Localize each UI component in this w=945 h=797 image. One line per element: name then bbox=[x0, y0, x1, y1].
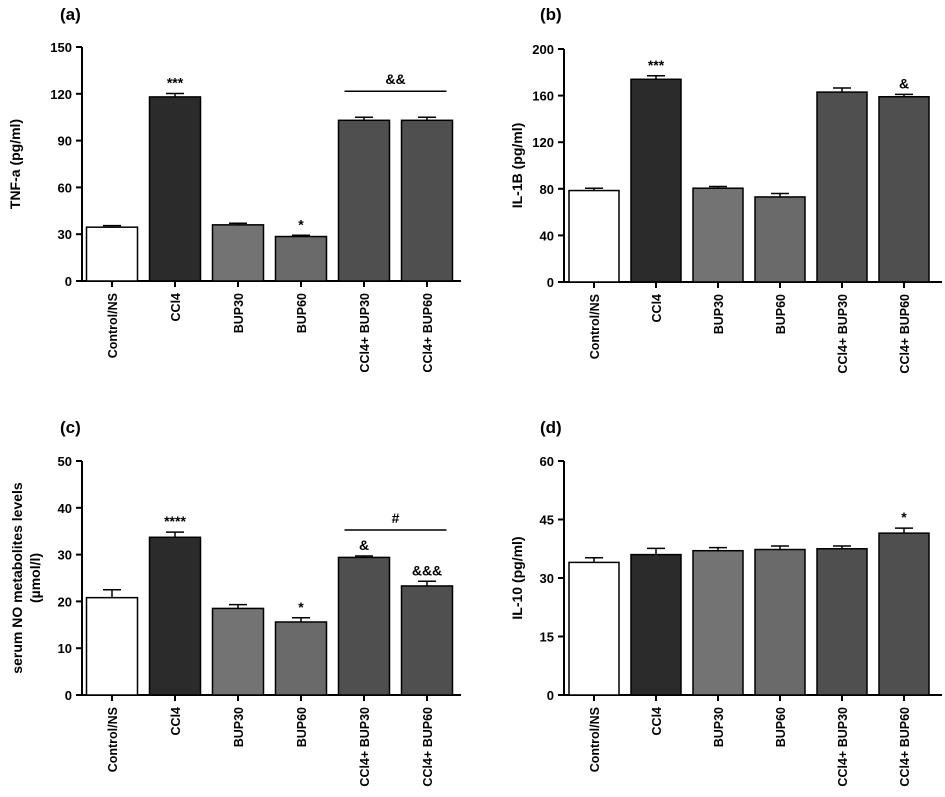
x-tick-label: BUP60 bbox=[774, 294, 788, 334]
bar bbox=[400, 119, 454, 282]
bar bbox=[148, 96, 202, 282]
y-tick-label: 45 bbox=[540, 513, 554, 528]
x-tick-label: CCl4+ BUP60 bbox=[898, 294, 912, 374]
bar bbox=[568, 561, 620, 696]
bar bbox=[211, 224, 265, 282]
y-tick-label: 120 bbox=[50, 87, 72, 102]
x-tick-label: CCl4+ BUP60 bbox=[898, 707, 912, 787]
significance-marker: **** bbox=[164, 513, 186, 529]
bar bbox=[754, 548, 806, 696]
significance-marker: & bbox=[899, 75, 909, 91]
bar bbox=[754, 196, 806, 283]
significance-marker: &&& bbox=[412, 562, 442, 578]
significance-marker: & bbox=[359, 537, 369, 553]
significance-marker: * bbox=[298, 216, 304, 232]
panel-label: (a) bbox=[60, 5, 81, 24]
y-tick-label: 20 bbox=[58, 594, 72, 609]
y-tick-label: 160 bbox=[532, 89, 554, 104]
chart-panel-a: (a) TNF-a (pg/ml) 0 30 60 90 120 150 Control/NS C… bbox=[7, 5, 461, 373]
y-axis-label: (µmol/l) bbox=[27, 553, 43, 603]
x-tick-label: Control/NS bbox=[106, 707, 120, 772]
x-tick-label: Control/NS bbox=[588, 294, 602, 359]
y-tick-label: 0 bbox=[547, 275, 554, 290]
x-tick-label: BUP30 bbox=[712, 294, 726, 334]
y-tick-label: 60 bbox=[540, 454, 554, 469]
y-tick-label: 120 bbox=[532, 135, 554, 150]
x-tick-label: CCl4+ BUP60 bbox=[421, 293, 435, 373]
panel-label: (b) bbox=[540, 5, 562, 24]
bar bbox=[692, 187, 744, 283]
y-tick-label: 0 bbox=[65, 274, 72, 289]
bar bbox=[211, 607, 265, 696]
bar bbox=[337, 119, 391, 282]
y-tick-label: 10 bbox=[58, 641, 72, 656]
bar bbox=[692, 549, 744, 696]
y-tick-label: 30 bbox=[540, 571, 554, 586]
chart-panel-b: (b) IL-1B (pg/ml) 0 40 80 120 160 200 Control/NS… bbox=[509, 5, 942, 374]
x-tick-label: BUP30 bbox=[232, 707, 246, 747]
x-tick-label: BUP30 bbox=[712, 707, 726, 747]
y-tick-label: 0 bbox=[65, 688, 72, 703]
y-tick-label: 90 bbox=[58, 134, 72, 149]
x-tick-label: CCl4+ BUP60 bbox=[421, 707, 435, 787]
bar bbox=[85, 226, 139, 282]
significance-marker: * bbox=[901, 509, 907, 525]
x-tick-label: CCl4+ BUP30 bbox=[836, 294, 850, 374]
y-tick-label: 80 bbox=[540, 182, 554, 197]
significance-marker: * bbox=[298, 599, 304, 615]
x-tick-label: BUP60 bbox=[295, 707, 309, 747]
chart-panel-d: (d) IL-10 (pg/ml) 0 15 30 45 60 Control/NS CCl4 B… bbox=[509, 418, 942, 787]
bar bbox=[630, 78, 682, 283]
bar bbox=[337, 556, 391, 696]
significance-marker: *** bbox=[167, 74, 184, 90]
y-tick-label: 0 bbox=[547, 688, 554, 703]
bar bbox=[816, 91, 868, 283]
y-axis-label: IL-10 (pg/ml) bbox=[509, 536, 525, 619]
y-axis-label: IL-1B (pg/ml) bbox=[509, 123, 525, 209]
y-tick-label: 30 bbox=[58, 227, 72, 242]
bar bbox=[630, 553, 682, 696]
bar bbox=[274, 235, 328, 282]
x-tick-label: CCl4+ BUP30 bbox=[358, 293, 372, 373]
x-tick-label: CCl4+ BUP30 bbox=[836, 707, 850, 787]
x-tick-label: BUP30 bbox=[232, 293, 246, 333]
y-tick-label: 200 bbox=[532, 42, 554, 57]
chart-panel-c: (c) serum NO metabolites levels (µmol/l) 0 1… bbox=[9, 418, 461, 787]
y-tick-label: 60 bbox=[58, 180, 72, 195]
bar bbox=[85, 596, 139, 696]
x-tick-label: CCl4 bbox=[169, 293, 183, 322]
panel-label: (d) bbox=[540, 418, 562, 437]
x-tick-label: CCl4 bbox=[169, 707, 183, 736]
y-tick-label: 40 bbox=[58, 501, 72, 516]
bar bbox=[878, 532, 930, 696]
bracket-marker: && bbox=[385, 71, 405, 87]
bar bbox=[148, 536, 202, 696]
bar bbox=[568, 189, 620, 283]
bar bbox=[816, 548, 868, 696]
bar bbox=[274, 621, 328, 696]
bar bbox=[878, 96, 930, 283]
y-axis-label: serum NO metabolites levels bbox=[9, 482, 25, 674]
x-tick-label: Control/NS bbox=[106, 293, 120, 358]
bar bbox=[400, 585, 454, 696]
x-tick-label: CCl4 bbox=[650, 707, 664, 736]
y-tick-label: 150 bbox=[50, 40, 72, 55]
y-tick-label: 50 bbox=[58, 454, 72, 469]
x-tick-label: CCl4+ BUP30 bbox=[358, 707, 372, 787]
y-tick-label: 40 bbox=[540, 228, 554, 243]
panel-label: (c) bbox=[60, 418, 81, 437]
x-tick-label: Control/NS bbox=[588, 707, 602, 772]
x-tick-label: CCl4 bbox=[650, 294, 664, 323]
significance-marker: *** bbox=[648, 57, 665, 73]
y-tick-label: 30 bbox=[58, 548, 72, 563]
x-tick-label: BUP60 bbox=[774, 707, 788, 747]
y-axis-label: TNF-a (pg/ml) bbox=[7, 119, 23, 209]
bracket-marker: # bbox=[392, 510, 400, 526]
y-tick-label: 15 bbox=[540, 630, 554, 645]
x-tick-label: BUP60 bbox=[295, 293, 309, 333]
